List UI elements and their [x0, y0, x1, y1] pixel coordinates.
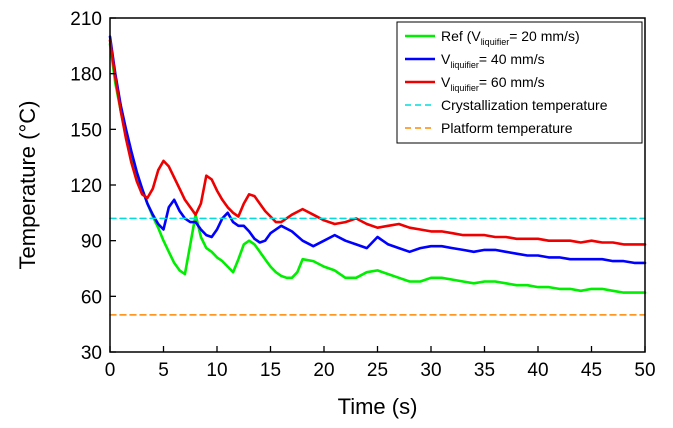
y-tick-label: 210	[70, 9, 102, 30]
x-tick-label: 0	[105, 360, 116, 381]
x-tick-label: 35	[474, 360, 495, 381]
x-axis: 0 5 10 15 20 25 30 35 40 45 50	[105, 346, 656, 381]
legend-label-0: Ref (Vliquifier= 20 mm/s)	[441, 28, 580, 47]
legend-box	[396, 21, 643, 144]
y-tick-label: 60	[81, 287, 102, 308]
plot-area	[108, 35, 647, 316]
legend-label-2: Vliquifier= 60 mm/s	[441, 74, 545, 93]
y-tick-label: 30	[81, 343, 102, 364]
x-tick-label: 15	[260, 360, 281, 381]
series-line-2	[108, 39, 647, 246]
x-tick-label: 50	[634, 360, 655, 381]
x-tick-label: 30	[420, 360, 441, 381]
legend: Ref (Vliquifier= 20 mm/s) Vliquifier= 40 …	[396, 21, 643, 144]
legend-label-4: Platform temperature	[441, 120, 573, 136]
y-tick-label: 180	[70, 65, 102, 86]
x-axis-title: Time (s)	[338, 394, 418, 419]
y-axis-title: Temperature (°C)	[15, 101, 40, 270]
y-tick-label: 150	[70, 120, 102, 141]
legend-label-3: Crystallization temperature	[441, 97, 608, 113]
x-tick-label: 40	[527, 360, 548, 381]
y-axis: 30 60 90 120 150 180 210	[70, 9, 116, 364]
x-tick-label: 20	[313, 360, 334, 381]
series-line-1	[108, 35, 647, 265]
x-tick-label: 5	[158, 360, 169, 381]
y-tick-label: 120	[70, 176, 102, 197]
x-tick-label: 10	[206, 360, 227, 381]
x-tick-label: 45	[581, 360, 602, 381]
legend-label-1: Vliquifier= 40 mm/s	[441, 51, 545, 70]
x-tick-label: 25	[367, 360, 388, 381]
series-line-0	[108, 42, 647, 294]
y-tick-label: 90	[81, 232, 102, 253]
